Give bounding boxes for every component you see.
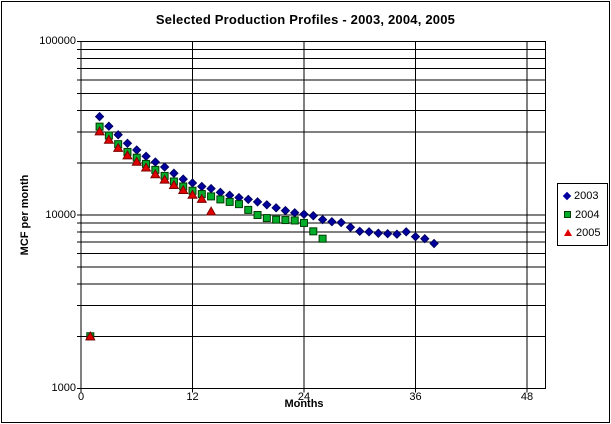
- x-axis-title: Months: [284, 398, 324, 410]
- legend-label-2004: 2004: [575, 208, 600, 221]
- x-tick-label: 0: [77, 391, 85, 403]
- x-tick-label: 24: [297, 391, 311, 403]
- legend-item-2005: 2005: [564, 227, 607, 239]
- legend-label-2005: 2005: [576, 226, 601, 239]
- legend-item-2004: 2004: [564, 209, 607, 221]
- chart-title: Selected Production Profiles - 2003, 200…: [155, 12, 456, 27]
- legend: 2003 2004 2005: [557, 183, 608, 246]
- y-tick-label: 100000: [39, 35, 76, 47]
- x-tick-label: 12: [186, 391, 199, 403]
- x-tick-label: 48: [520, 391, 534, 403]
- triangle-marker-icon: [564, 229, 572, 237]
- legend-label-2003: 2003: [574, 190, 599, 203]
- x-tick-label: 36: [409, 391, 422, 403]
- legend-item-2003: 2003: [562, 190, 607, 203]
- diamond-marker-icon: [562, 192, 572, 201]
- y-tick-label: 1000: [51, 382, 76, 394]
- y-tick-label: 10000: [45, 208, 76, 221]
- square-marker-icon: [564, 211, 571, 218]
